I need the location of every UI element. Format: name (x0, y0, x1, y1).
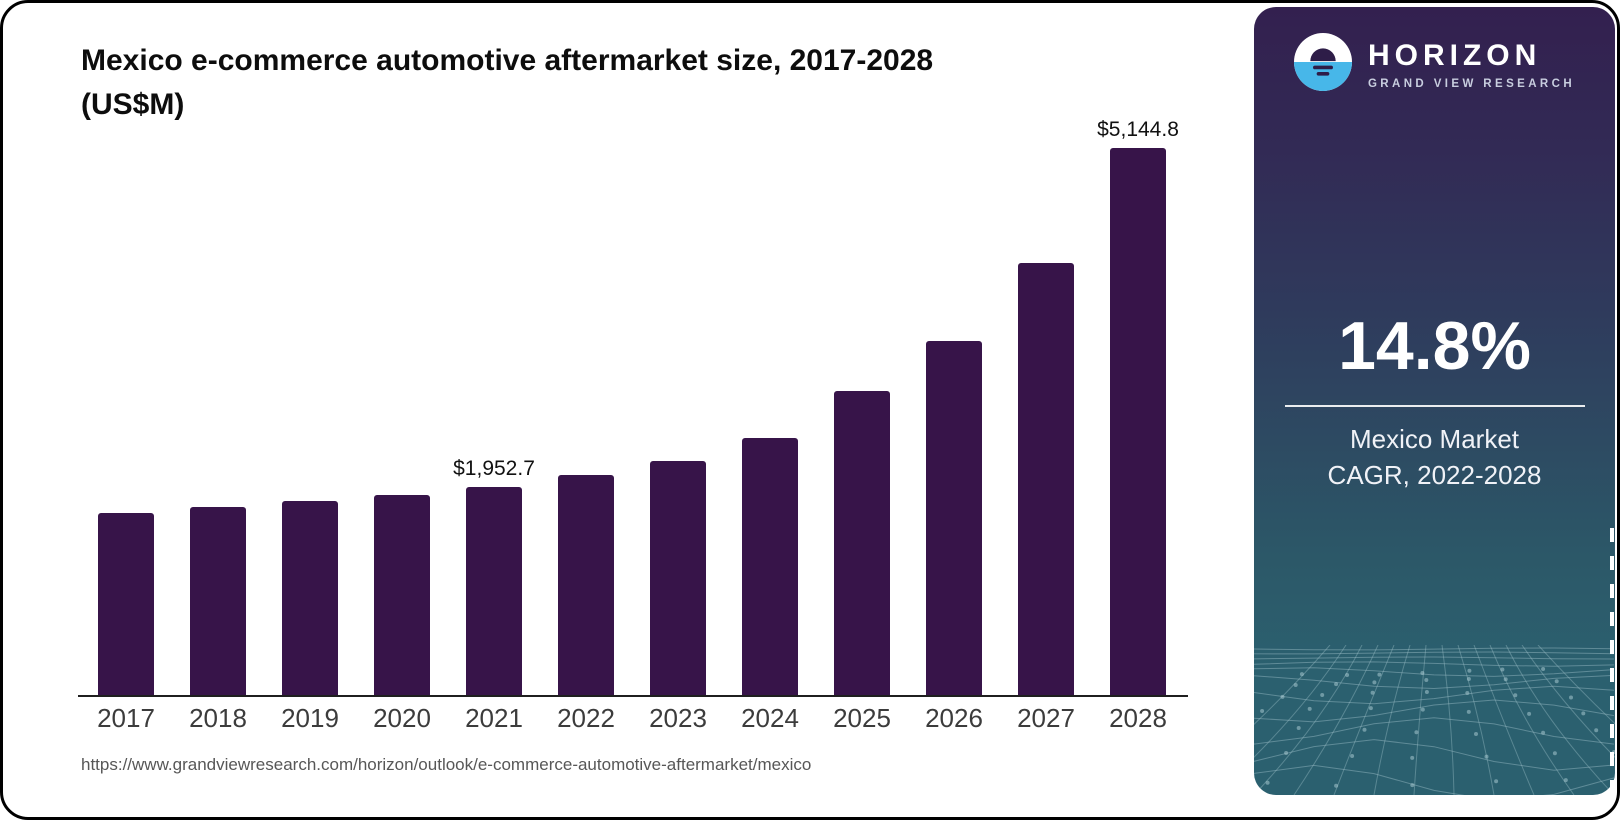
horizon-logo-text: HORIZON GRAND VIEW RESEARCH (1368, 39, 1575, 90)
cagr-caption-line1: Mexico Market (1349, 424, 1520, 454)
chart-title-line1: Mexico e-commerce automotive aftermarket… (81, 44, 934, 77)
bar-value-label-2028: $5,144.8 (1097, 118, 1179, 141)
brand-subtitle: GRAND VIEW RESEARCH (1367, 78, 1576, 90)
bar-2022 (558, 475, 614, 695)
cagr-caption-line2: CAGR, 2022-2028 (1327, 460, 1542, 490)
x-tick-2023: 2023 (649, 703, 707, 733)
bar-2028 (1110, 148, 1166, 695)
cagr-stat-block: 14.8% Mexico Market CAGR, 2022-2028 (1254, 307, 1615, 493)
bar-2017 (98, 513, 154, 695)
bar-2025 (834, 391, 890, 695)
stat-divider (1284, 405, 1585, 407)
wireframe-mesh-decoration (1254, 645, 1615, 795)
bar-value-label-2021: $1,952.7 (453, 457, 535, 480)
bar-column-2018 (190, 507, 246, 695)
border-dash-artifact-right (1610, 528, 1614, 793)
bar-column-2022 (558, 475, 614, 695)
bar-2021 (466, 487, 522, 695)
x-tick-2027: 2027 (1017, 703, 1075, 733)
border-dash-artifact-bottom (1125, 810, 1605, 814)
cagr-caption: Mexico Market CAGR, 2022-2028 (1254, 421, 1615, 493)
x-tick-2018: 2018 (189, 703, 247, 733)
x-tick-2025: 2025 (833, 703, 891, 733)
bar-column-2019 (282, 501, 338, 695)
bar-2023 (650, 461, 706, 695)
bar-2024 (742, 438, 798, 695)
brand-name: HORIZON (1367, 39, 1542, 72)
bar-2026 (926, 341, 982, 695)
bar-2027 (1018, 263, 1074, 695)
source-url: https://www.grandviewresearch.com/horizo… (81, 755, 812, 774)
x-tick-2022: 2022 (557, 703, 615, 733)
brand-sidebar: HORIZON GRAND VIEW RESEARCH 14.8% Mexico… (1254, 7, 1615, 795)
x-tick-2017: 2017 (97, 703, 155, 733)
bar-chart-plot-area: $1,952.7 $5,144.8 (78, 118, 1188, 697)
horizon-sun-icon (1293, 33, 1352, 96)
x-tick-2019: 2019 (281, 703, 339, 733)
x-tick-2026: 2026 (925, 703, 983, 733)
bar-column-2024 (742, 438, 798, 695)
x-axis-tick-labels: 2017 2018 2019 2020 2021 2022 2023 2024 2025 2026… (78, 703, 1188, 734)
bar-column-2025 (834, 391, 890, 695)
x-tick-2024: 2024 (741, 703, 799, 733)
bar-2018 (190, 507, 246, 695)
cagr-value: 14.8% (1338, 308, 1531, 384)
bar-2019 (282, 501, 338, 695)
bar-column-2017 (98, 513, 154, 695)
bar-column-2021: $1,952.7 (453, 457, 535, 695)
bar-column-2028: $5,144.8 (1097, 118, 1179, 695)
bar-series: $1,952.7 $5,144.8 (78, 118, 1188, 695)
chart-title: Mexico e-commerce automotive aftermarket… (81, 39, 1161, 127)
bar-column-2027 (1018, 263, 1074, 695)
bar-column-2026 (926, 341, 982, 695)
x-tick-2020: 2020 (373, 703, 431, 733)
x-tick-2021: 2021 (465, 703, 523, 733)
bar-column-2023 (650, 461, 706, 695)
bar-column-2020 (374, 495, 430, 695)
x-tick-2028: 2028 (1109, 703, 1167, 733)
bar-2020 (374, 495, 430, 695)
chart-title-line2: (US$M) (81, 88, 185, 121)
horizon-logo: HORIZON GRAND VIEW RESEARCH (1254, 33, 1615, 96)
